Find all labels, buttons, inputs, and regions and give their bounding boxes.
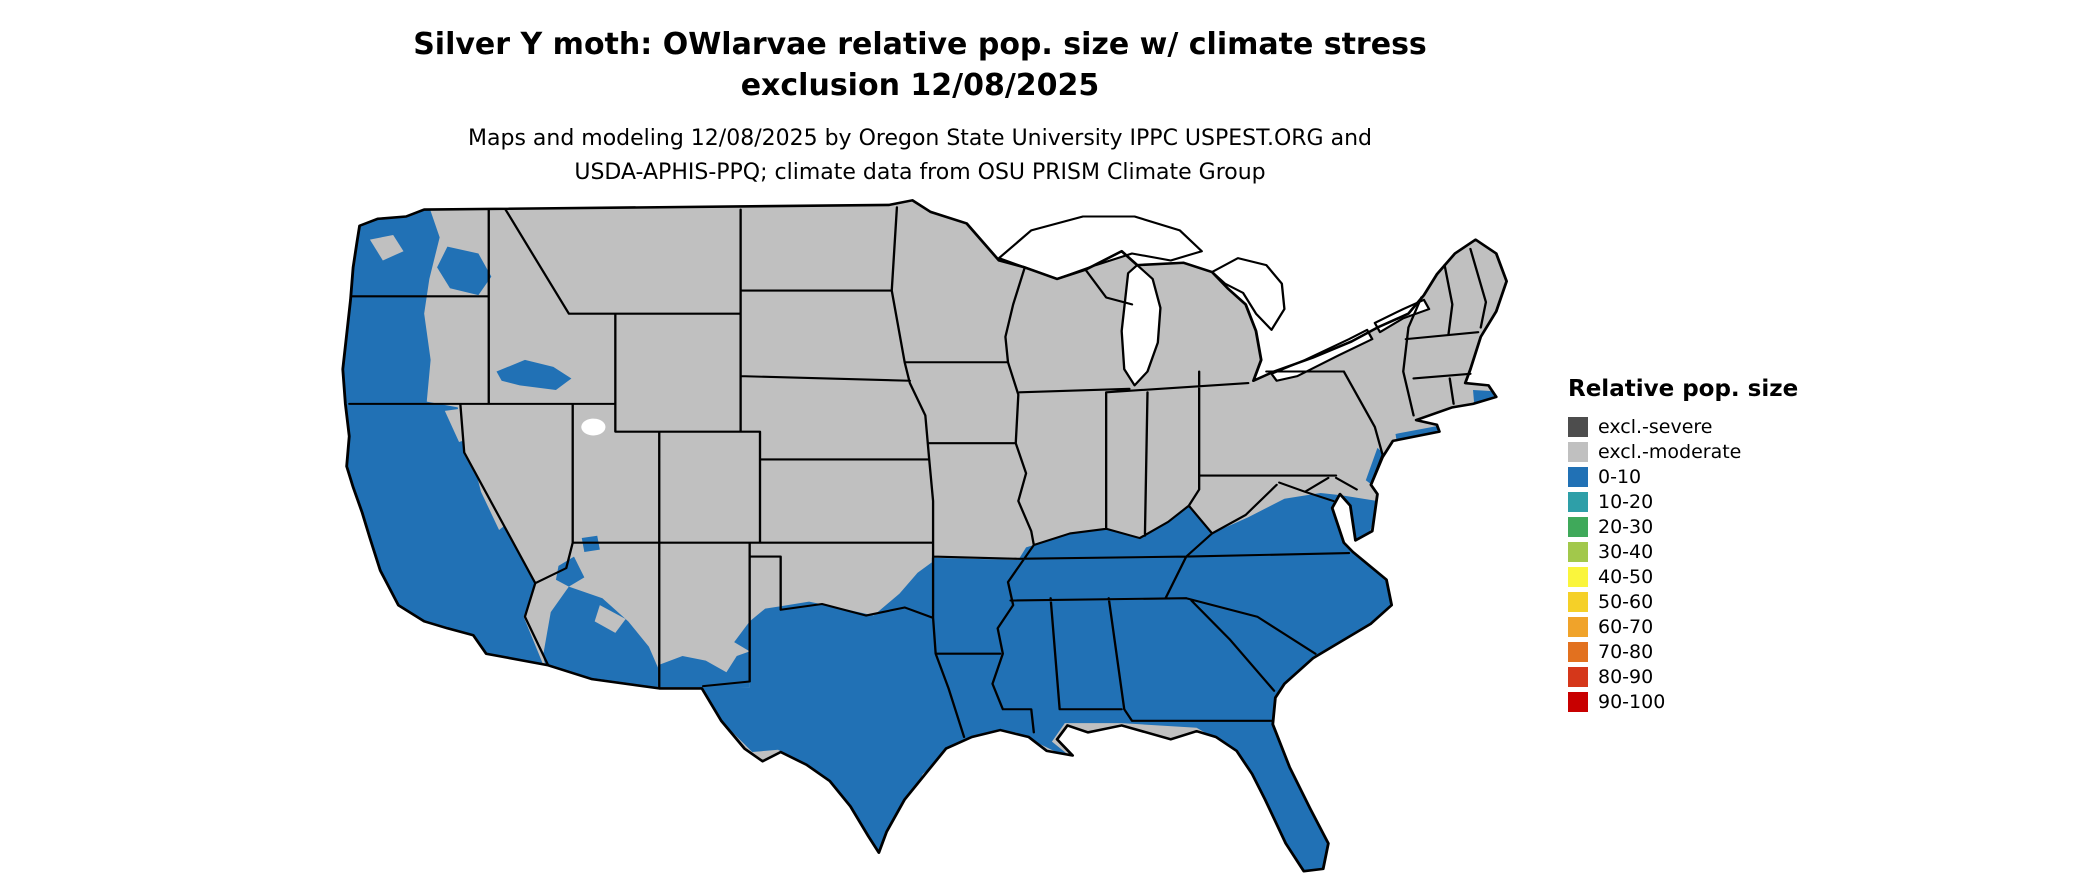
legend-label: 70-80 <box>1598 640 1654 663</box>
blue-region-southeast <box>699 492 1396 872</box>
gray-patch-arizona-highlands <box>594 605 626 633</box>
figure-title: Silver Y moth: OWlarvae relative pop. si… <box>20 24 1820 106</box>
legend-entries: excl.-severe excl.-moderate 0-10 10-20 20-30… <box>1568 414 1868 714</box>
figure-subtitle-line2: USDA-APHIS-PPQ; climate data from OSU PR… <box>574 160 1266 185</box>
legend-label: excl.-moderate <box>1598 440 1742 463</box>
legend-swatch <box>1568 616 1588 637</box>
legend-swatch <box>1568 491 1588 512</box>
figure-title-line2: exclusion 12/08/2025 <box>740 68 1100 103</box>
lake-huron <box>1210 257 1286 331</box>
legend-swatch <box>1568 541 1588 562</box>
blue-region-florida-keys <box>1297 876 1318 884</box>
figure-title-line1: Silver Y moth: OWlarvae relative pop. si… <box>413 27 1427 62</box>
state-borders <box>348 206 1488 739</box>
legend-row: 60-70 <box>1568 614 1868 639</box>
legend-label: 20-30 <box>1598 515 1654 538</box>
legend-swatch <box>1568 641 1588 662</box>
legend-label: 80-90 <box>1598 665 1654 688</box>
legend-row: 40-50 <box>1568 564 1868 589</box>
legend-swatch <box>1568 591 1588 612</box>
blue-region-columbia-basin <box>437 246 492 296</box>
legend-swatch <box>1568 516 1588 537</box>
legend-row: excl.-severe <box>1568 414 1868 439</box>
legend-swatch <box>1568 566 1588 587</box>
legend-row: 30-40 <box>1568 539 1868 564</box>
legend-label: 40-50 <box>1598 565 1654 588</box>
legend-row: 10-20 <box>1568 489 1868 514</box>
legend-row: 90-100 <box>1568 689 1868 714</box>
great-salt-lake <box>581 418 606 436</box>
legend-label: 50-60 <box>1598 590 1654 613</box>
legend-label: 60-70 <box>1598 615 1654 638</box>
legend-row: 20-30 <box>1568 514 1868 539</box>
lake-michigan <box>1120 264 1162 387</box>
gray-patch-olympic-mountains <box>369 235 404 261</box>
legend-swatch <box>1568 466 1588 487</box>
great-lakes <box>997 215 1431 387</box>
legend-row: 0-10 <box>1568 464 1868 489</box>
us-population-map <box>341 198 1509 884</box>
legend: Relative pop. size excl.-severe excl.-mod… <box>1568 376 1868 714</box>
legend-swatch <box>1568 666 1588 687</box>
gray-patch-sierra-nevada <box>473 461 512 530</box>
legend-label: 30-40 <box>1598 540 1654 563</box>
legend-swatch <box>1568 416 1588 437</box>
blue-region-southern-new-mexico <box>657 651 750 688</box>
legend-label: 10-20 <box>1598 490 1654 513</box>
legend-swatch <box>1568 691 1588 712</box>
legend-row: 50-60 <box>1568 589 1868 614</box>
figure-subtitle-line1: Maps and modeling 12/08/2025 by Oregon S… <box>468 126 1372 151</box>
blue-region-snake-river-plain <box>496 359 572 391</box>
legend-label: 0-10 <box>1598 465 1642 488</box>
legend-label: excl.-severe <box>1598 415 1713 438</box>
legend-label: 90-100 <box>1598 690 1666 713</box>
blue-region-southern-nevada <box>555 556 585 587</box>
blue-region-southwest-utah <box>581 535 600 552</box>
legend-row: excl.-moderate <box>1568 439 1868 464</box>
figure-subtitle: Maps and modeling 12/08/2025 by Oregon S… <box>20 122 1820 190</box>
legend-row: 70-80 <box>1568 639 1868 664</box>
legend-swatch <box>1568 441 1588 462</box>
legend-title: Relative pop. size <box>1568 376 1799 402</box>
blue-region-arizona <box>543 586 658 688</box>
legend-row: 80-90 <box>1568 664 1868 689</box>
